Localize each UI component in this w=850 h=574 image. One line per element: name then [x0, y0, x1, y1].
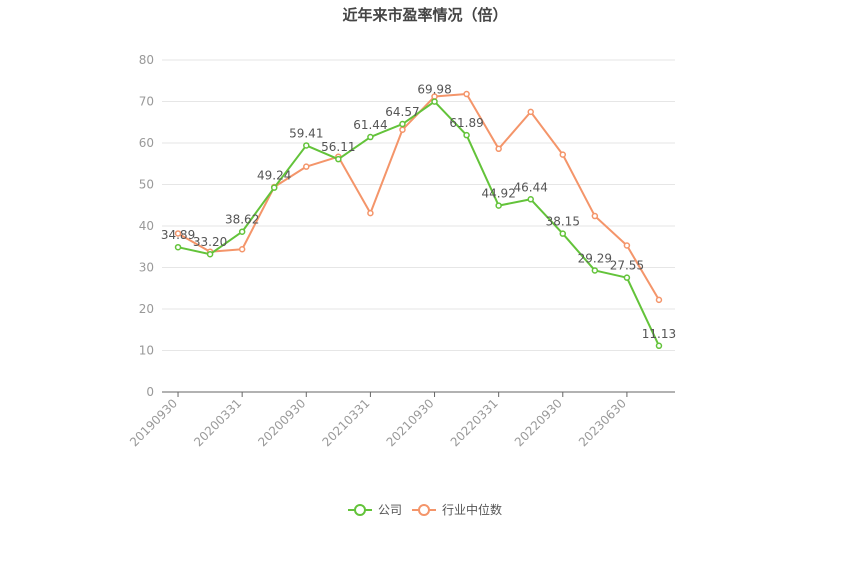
legend-marker-0: [354, 504, 366, 516]
data-label: 11.13: [642, 327, 676, 341]
x-tick-label: 20210331: [319, 396, 372, 449]
series-0-point: [431, 98, 438, 105]
series-1-point: [174, 230, 182, 237]
data-label: 38.62: [225, 213, 259, 227]
data-label: 46.44: [514, 180, 548, 194]
data-label: 33.20: [193, 235, 227, 249]
series-0-point: [303, 142, 310, 149]
series-1-point: [367, 209, 374, 217]
data-label: 69.98: [417, 83, 451, 97]
y-tick-label: 70: [139, 95, 154, 109]
chart-title: 近年来市盈率情况（倍）: [342, 6, 508, 24]
series-line-1: [177, 93, 660, 301]
y-tick-label: 40: [139, 219, 154, 233]
data-label: 44.92: [481, 187, 515, 201]
series-1-point: [303, 163, 310, 170]
y-tick-label: 60: [139, 136, 154, 150]
x-tick-label: 20220930: [512, 396, 565, 449]
y-tick-label: 80: [139, 53, 154, 67]
series-1-point: [463, 90, 470, 98]
series-1-point: [591, 212, 599, 220]
y-tick-label: 30: [139, 261, 154, 275]
series-0-point: [206, 250, 214, 258]
x-tick-label: 20220331: [448, 396, 501, 449]
y-tick-label: 20: [139, 302, 154, 316]
data-label: 61.44: [353, 118, 387, 132]
series-line-0: [177, 100, 660, 347]
x-tick-label: 20210930: [384, 396, 437, 449]
series-0-point: [174, 243, 182, 251]
data-label: 56.11: [321, 140, 355, 154]
y-tick-label: 10: [139, 344, 154, 358]
series-0-point: [270, 184, 278, 191]
series-0-point: [527, 196, 534, 203]
series-0-point: [495, 202, 502, 209]
series-1-point: [238, 245, 246, 253]
data-label: 29.29: [578, 251, 612, 265]
data-label: 59.41: [289, 126, 323, 140]
series-1-point: [495, 145, 502, 153]
y-tick-label: 50: [139, 178, 154, 192]
data-label: 64.57: [385, 105, 419, 119]
series-1-point: [623, 242, 631, 249]
data-label: 34.89: [161, 228, 195, 242]
series-0-point: [559, 230, 567, 237]
series-0-point: [463, 131, 470, 139]
series-0-point: [399, 120, 406, 128]
series-1-point: [399, 126, 406, 133]
series-1-point: [559, 151, 567, 158]
series-1-point: [527, 108, 534, 116]
x-tick-label: 20200331: [191, 396, 244, 449]
legend-marker-1: [418, 504, 430, 516]
data-label: 61.89: [449, 116, 483, 130]
legend-label-1: 行业中位数: [442, 502, 502, 517]
series-1-point: [655, 296, 663, 304]
series-0-point: [335, 155, 342, 163]
series-0-point: [623, 274, 631, 281]
data-label: 49.24: [257, 169, 291, 183]
x-tick-label: 20200930: [255, 396, 308, 449]
series-0-point: [591, 267, 599, 274]
series-0-point: [238, 228, 246, 235]
data-label: 27.55: [610, 259, 644, 273]
x-tick-label: 20230630: [576, 396, 629, 449]
series-0-point: [655, 342, 663, 350]
series-0-point: [367, 133, 374, 141]
x-tick-label: 20190930: [127, 396, 180, 449]
y-tick-label: 0: [146, 385, 154, 399]
legend-label-0: 公司: [378, 503, 402, 517]
data-label: 38.15: [546, 215, 580, 229]
